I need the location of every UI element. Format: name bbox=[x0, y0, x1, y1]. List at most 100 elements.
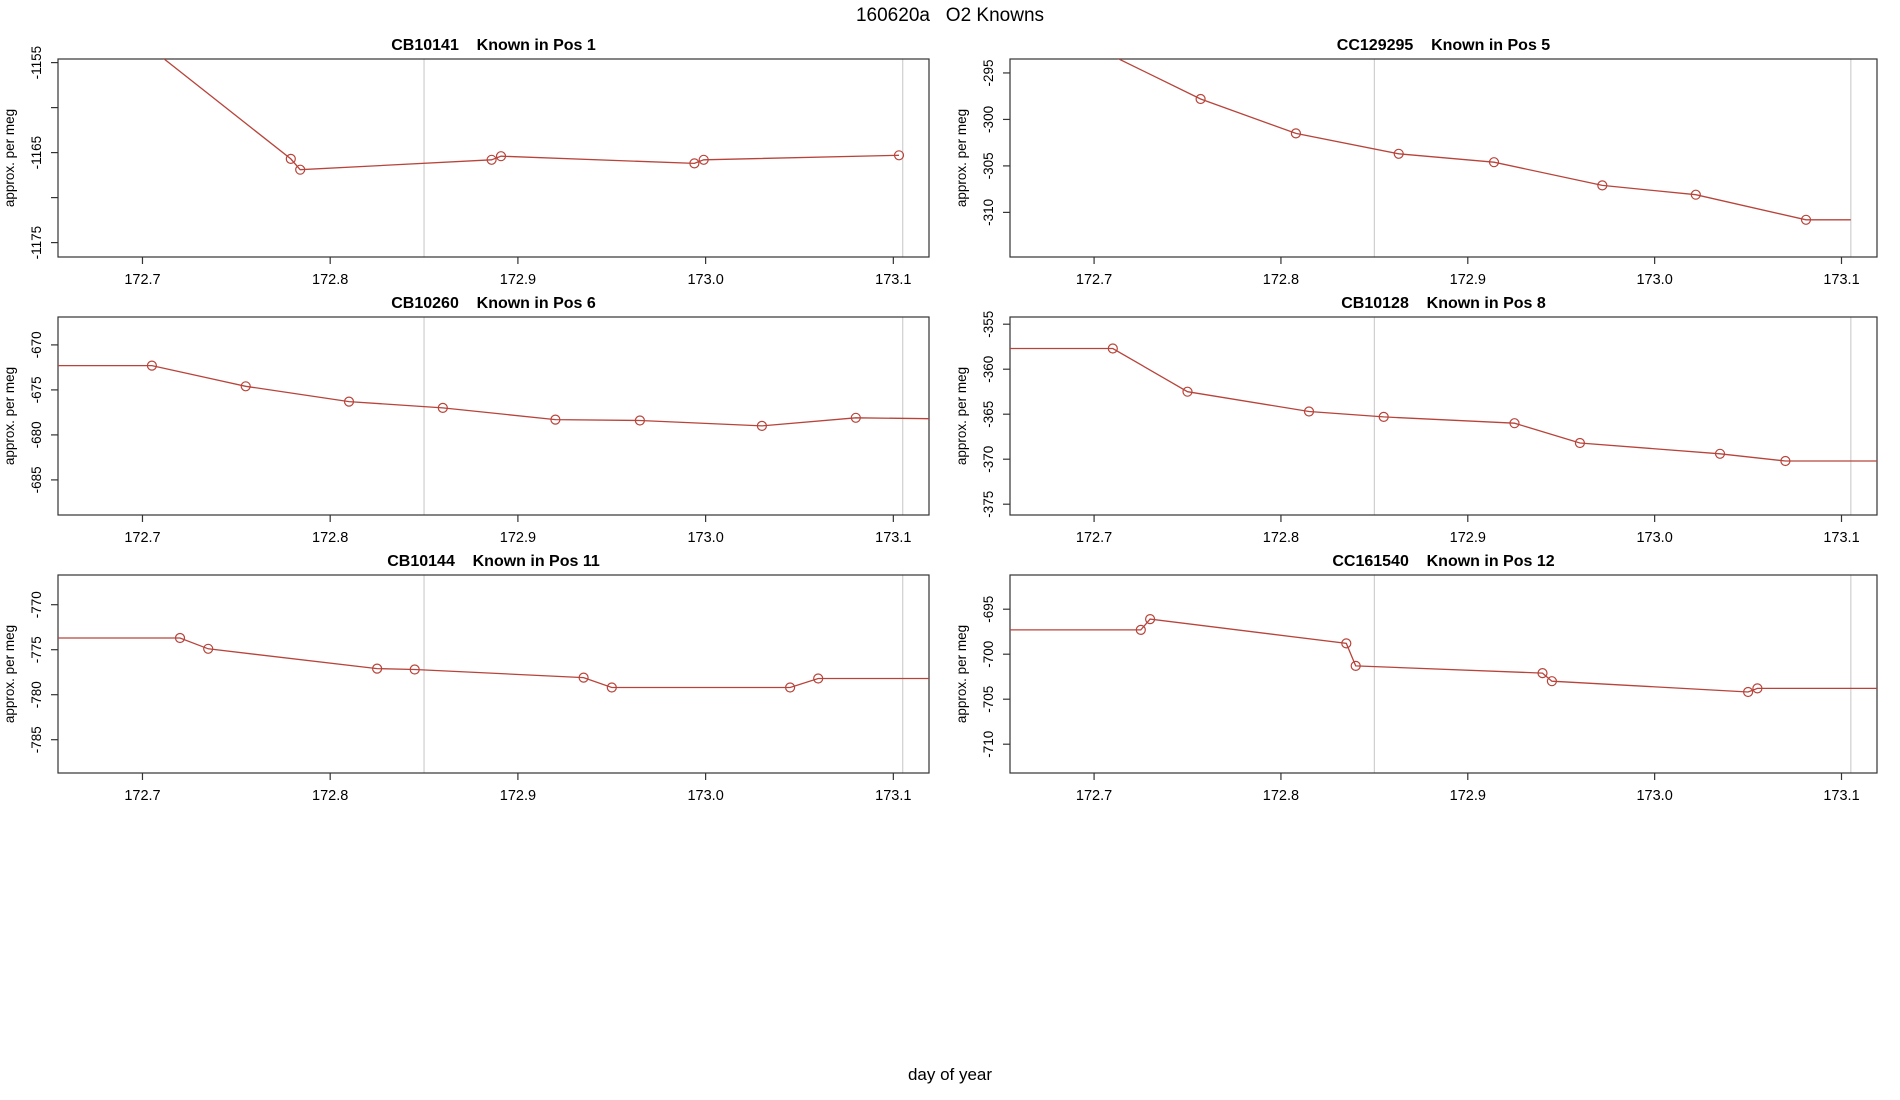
data-series-line bbox=[58, 364, 929, 427]
data-point-marker bbox=[1303, 406, 1315, 417]
y-tick-label: -685 bbox=[29, 466, 44, 493]
x-tick-label: 172.9 bbox=[500, 788, 536, 804]
panel-CC129295: 172.7 172.8 172.9 173.0 173.1 -295 -300 -305 -31… bbox=[954, 37, 1878, 288]
figure-title: 160620a O2 Knowns bbox=[855, 5, 1045, 26]
data-point-marker bbox=[550, 414, 561, 425]
data-point-marker bbox=[495, 151, 507, 162]
y-tick-label: -670 bbox=[29, 331, 44, 358]
data-point-marker bbox=[203, 643, 214, 654]
plot-box bbox=[57, 574, 930, 774]
data-series-line bbox=[163, 59, 900, 171]
data-point-marker bbox=[1537, 667, 1548, 679]
x-tick-label: 172.8 bbox=[1263, 788, 1299, 804]
data-point-marker bbox=[578, 672, 589, 683]
x-tick-label: 172.7 bbox=[124, 530, 160, 546]
data-point-marker bbox=[174, 632, 186, 644]
data-point-marker bbox=[1780, 455, 1791, 467]
panel-CC161540: 172.7 172.8 172.9 173.0 173.1 -695 -700 -705 -71… bbox=[954, 553, 1878, 804]
data-point-marker bbox=[893, 150, 905, 161]
y-tick-label: -700 bbox=[981, 641, 996, 668]
y-axis-label: approx. per meg bbox=[2, 367, 17, 465]
data-point-marker bbox=[850, 412, 861, 423]
x-tick-label: 172.8 bbox=[312, 530, 348, 546]
y-axis-label: approx. per meg bbox=[2, 109, 17, 207]
x-tick-label: 173.1 bbox=[875, 788, 911, 804]
plot-box bbox=[1009, 58, 1878, 258]
x-tick-label: 172.8 bbox=[312, 272, 348, 288]
y-tick-label: -710 bbox=[981, 731, 996, 758]
x-tick-label: 173.1 bbox=[1823, 530, 1859, 546]
x-tick-label: 172.7 bbox=[124, 272, 160, 288]
data-point-marker bbox=[1341, 638, 1352, 649]
y-tick-label: -680 bbox=[29, 421, 44, 448]
data-point-marker bbox=[634, 415, 646, 426]
data-point-marker bbox=[1546, 676, 1558, 687]
plot-box bbox=[57, 316, 930, 516]
data-point-marker bbox=[1509, 418, 1520, 429]
x-tick-label: 172.9 bbox=[1450, 272, 1486, 288]
data-point-marker bbox=[146, 360, 157, 371]
plot-box bbox=[1009, 574, 1878, 774]
data-point-marker bbox=[813, 673, 824, 684]
y-tick-label: -1165 bbox=[29, 136, 44, 170]
y-tick-label: -360 bbox=[981, 356, 996, 383]
data-point-marker bbox=[1135, 624, 1146, 636]
data-point-marker bbox=[343, 396, 355, 407]
y-tick-label: -770 bbox=[29, 591, 44, 618]
y-tick-label: -305 bbox=[981, 152, 996, 179]
x-tick-label: 173.0 bbox=[687, 788, 723, 804]
data-point-marker bbox=[295, 164, 306, 175]
x-tick-label: 173.0 bbox=[1636, 788, 1672, 804]
x-tick-label: 172.9 bbox=[1450, 530, 1486, 546]
x-tick-label: 173.1 bbox=[875, 530, 911, 546]
data-point-marker bbox=[1290, 128, 1302, 139]
data-point-marker bbox=[1378, 411, 1389, 422]
y-tick-label: -705 bbox=[981, 686, 996, 713]
y-tick-label: -300 bbox=[981, 106, 996, 133]
panel-CB10141: 172.7 172.8 172.9 173.0 173.1 -1155 -1165 -1175… bbox=[2, 37, 930, 288]
panel-CB10260: 172.7 172.8 172.9 173.0 173.1 -670 -675 -680 -68… bbox=[2, 295, 930, 546]
panel-title: CB10260 Known in Pos 6 bbox=[391, 295, 596, 312]
data-point-marker bbox=[1597, 180, 1608, 191]
y-tick-label: -695 bbox=[981, 596, 996, 623]
y-tick-label: -370 bbox=[981, 446, 996, 473]
x-tick-label: 172.9 bbox=[1450, 788, 1486, 804]
data-series-line bbox=[1117, 59, 1851, 221]
data-point-marker bbox=[1144, 613, 1156, 625]
data-point-marker bbox=[437, 402, 448, 413]
y-tick-label: -295 bbox=[981, 59, 996, 86]
data-point-marker bbox=[698, 154, 709, 165]
plot-box bbox=[57, 58, 930, 258]
panel-CB10144: 172.7 172.8 172.9 173.0 173.1 -770 -775 -780 -78… bbox=[2, 553, 930, 804]
data-point-marker bbox=[689, 158, 700, 169]
y-tick-label: -355 bbox=[981, 311, 996, 338]
x-axis-label: day of year bbox=[907, 1065, 993, 1084]
data-point-marker bbox=[1393, 148, 1404, 159]
y-tick-label: -780 bbox=[29, 681, 44, 708]
data-point-marker bbox=[1574, 437, 1586, 449]
y-tick-label: -775 bbox=[29, 636, 44, 663]
data-point-marker bbox=[1107, 343, 1118, 354]
data-series-line bbox=[1010, 618, 1877, 693]
x-tick-label: 172.7 bbox=[1076, 530, 1112, 546]
data-point-marker bbox=[784, 682, 796, 693]
data-point-marker bbox=[1714, 448, 1726, 459]
data-point-marker bbox=[1350, 660, 1361, 672]
data-point-marker bbox=[1752, 683, 1763, 694]
data-point-marker bbox=[1488, 157, 1500, 168]
y-axis-label: approx. per meg bbox=[954, 625, 969, 723]
y-tick-label: -375 bbox=[981, 491, 996, 518]
y-tick-label: -675 bbox=[29, 376, 44, 403]
data-point-marker bbox=[285, 153, 296, 164]
data-point-marker bbox=[240, 381, 251, 392]
data-point-marker bbox=[1182, 386, 1193, 397]
y-tick-label: -365 bbox=[981, 401, 996, 428]
y-tick-label: -1155 bbox=[29, 46, 44, 80]
plot-box bbox=[1009, 316, 1878, 516]
x-tick-label: 173.1 bbox=[1823, 272, 1859, 288]
x-tick-label: 172.9 bbox=[500, 530, 536, 546]
x-tick-label: 173.0 bbox=[687, 530, 723, 546]
panel-title: CB10128 Known in Pos 8 bbox=[1341, 295, 1546, 312]
y-tick-label: -1175 bbox=[29, 226, 44, 260]
